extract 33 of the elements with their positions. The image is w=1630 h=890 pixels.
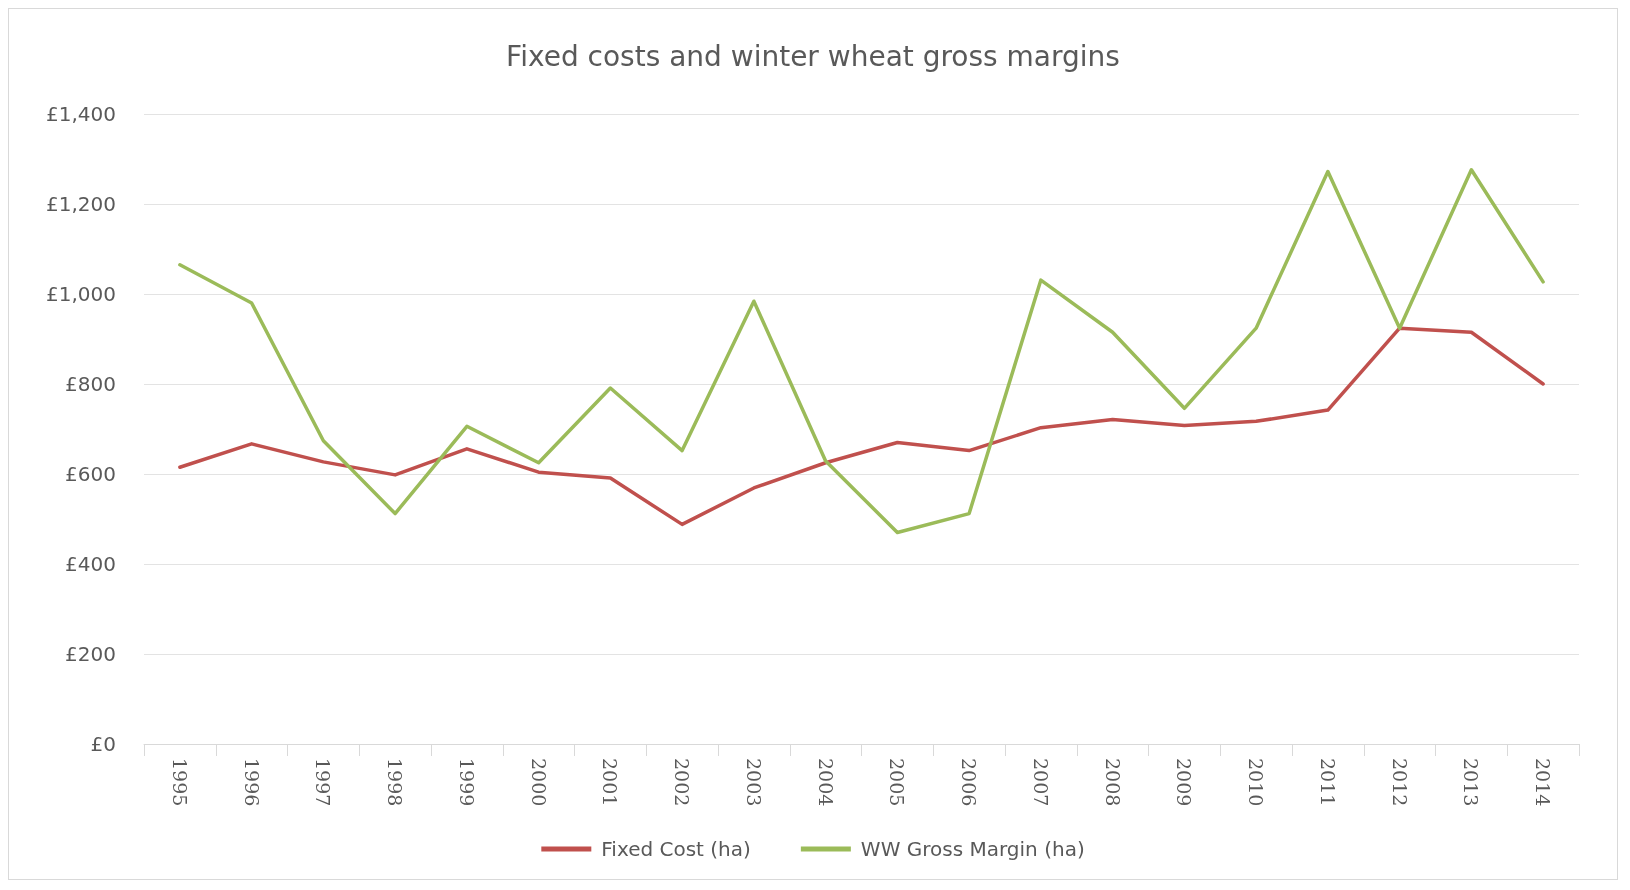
x-tick-label: 1996: [240, 758, 263, 807]
x-tick-label: 2005: [886, 758, 909, 807]
legend-label: WW Gross Margin (ha): [860, 837, 1085, 861]
y-tick-label: £1,200: [46, 192, 116, 216]
y-tick-label: £600: [65, 462, 116, 486]
x-tick-label: 2001: [599, 758, 622, 807]
y-tick-label: £200: [65, 642, 116, 666]
x-tick-label: 2013: [1460, 758, 1483, 807]
x-tick-label: 2009: [1173, 758, 1196, 807]
x-tick-label: 2004: [814, 758, 837, 807]
x-tick-label: 2012: [1388, 758, 1411, 807]
y-tick-label: £1,000: [46, 282, 116, 306]
line-series: [178, 326, 1545, 527]
x-tick-label: 1999: [455, 758, 478, 807]
y-tick-label: £1,400: [46, 102, 116, 126]
line-series: [178, 168, 1545, 535]
x-tick-label: 2002: [671, 758, 694, 807]
x-tick-label: 2000: [527, 758, 550, 807]
y-tick-label: £800: [65, 372, 116, 396]
x-tick-label: 1998: [384, 758, 407, 807]
x-tick-label: 1995: [168, 758, 191, 807]
x-tick-label: 2003: [742, 758, 765, 807]
legend-label: Fixed Cost (ha): [601, 837, 751, 861]
x-tick-label: 2011: [1316, 758, 1339, 807]
x-tick-label: 2006: [958, 758, 981, 807]
x-tick-label: 2008: [1101, 758, 1124, 807]
y-tick-label: £400: [65, 552, 116, 576]
chart-title: Fixed costs and winter wheat gross margins: [506, 39, 1120, 73]
x-tick-label: 2010: [1245, 758, 1268, 807]
x-tick-label: 2014: [1532, 758, 1555, 807]
x-tick-label: 2007: [1029, 758, 1052, 807]
y-tick-label: £0: [90, 732, 116, 756]
x-tick-label: 1997: [312, 758, 335, 807]
